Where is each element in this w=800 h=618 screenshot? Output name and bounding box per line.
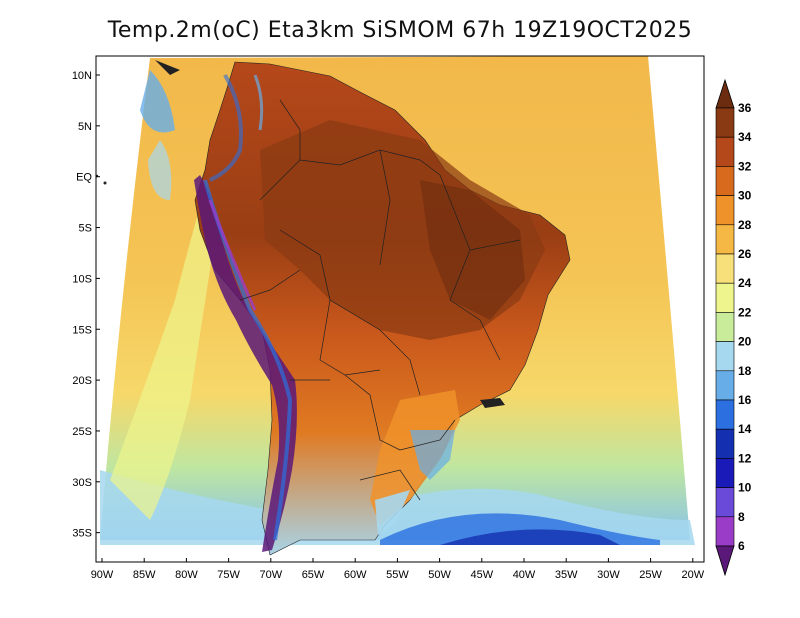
lon-label: 85W (133, 569, 156, 581)
colorbar-top-arrow (715, 78, 735, 109)
lon-label: 60W (344, 569, 367, 581)
colorbar-label: 22 (738, 305, 752, 319)
lon-label: 20W (681, 569, 704, 581)
colorbar-label: 12 (738, 451, 752, 465)
colorbar-segment (715, 399, 735, 430)
lat-label: 25S (72, 426, 92, 438)
lon-label: 50W (428, 569, 451, 581)
colorbar-segment (715, 428, 735, 459)
lat-label: 10N (72, 70, 92, 82)
colorbar-segment (715, 487, 735, 518)
lon-label: 80W (175, 569, 198, 581)
lat-label: 15S (72, 324, 92, 336)
longitude-axis: 90W 85W 80W 75W 70W 65W 60W 55W 50W 45W 40W 35W 30W 2… (91, 558, 705, 581)
colorbar-label: 8 (738, 510, 745, 524)
lat-label: 5N (78, 121, 92, 133)
colorbar-label: 32 (738, 159, 752, 173)
colorbar-segment (715, 107, 735, 138)
colorbar-label: 16 (738, 393, 752, 407)
lon-label: 70W (259, 569, 282, 581)
colorbar-label: 14 (738, 422, 752, 436)
colorbar-label: 10 (738, 481, 752, 495)
colorbar-segment (715, 458, 735, 488)
lon-label: 45W (470, 569, 493, 581)
colorbar-label: 6 (738, 539, 745, 553)
lat-label: 35S (72, 528, 92, 540)
lon-label: 65W (302, 569, 325, 581)
colorbar-segment (715, 195, 735, 226)
colorbar-label: 18 (738, 364, 752, 378)
colorbar-segment (715, 370, 735, 401)
colorbar-segment (715, 341, 735, 372)
lat-label: 5S (79, 223, 92, 235)
country-borders (239, 99, 521, 501)
andes-cordillera (194, 175, 297, 552)
colorbar-label: 36 (738, 101, 752, 115)
colorbar-label: 28 (738, 218, 752, 232)
lon-label: 35W (555, 569, 578, 581)
colorbar-label: 20 (738, 335, 752, 349)
lat-label: 30S (72, 477, 92, 489)
colorbar-segment (715, 136, 735, 167)
colorbar-bottom-arrow (715, 545, 735, 577)
lat-label: 10S (72, 273, 92, 285)
colorbar-segment (715, 224, 735, 255)
colorbar-segment (715, 516, 735, 547)
colorbar-label: 24 (738, 276, 752, 290)
colorbar-label: 30 (738, 189, 752, 203)
lon-label: 30W (597, 569, 620, 581)
colorbar-segment (715, 166, 735, 196)
lon-label: 75W (217, 569, 240, 581)
lon-label: 25W (639, 569, 662, 581)
colorbar: 36 34 32 30 28 26 24 22 20 18 16 14 12 10 8 6 (715, 78, 752, 577)
lon-label: 90W (91, 569, 114, 581)
colorbar-label: 34 (738, 130, 752, 144)
lon-label: 40W (513, 569, 536, 581)
lat-label: EQ (76, 172, 92, 184)
colorbar-label: 26 (738, 247, 752, 261)
latitude-axis: 10N 5N EQ 5S 10S 15S 20S 25S 30S 35S (72, 70, 100, 540)
plot-frame (95, 55, 705, 563)
lon-label: 55W (386, 569, 409, 581)
lat-label: 20S (72, 375, 92, 387)
colorbar-segment (715, 312, 735, 342)
colorbar-segment (715, 253, 735, 284)
map-title: Temp.2m(oC) Eta3km SiSMOM 67h 19Z19OCT20… (107, 18, 693, 43)
colorbar-segment (715, 282, 735, 313)
